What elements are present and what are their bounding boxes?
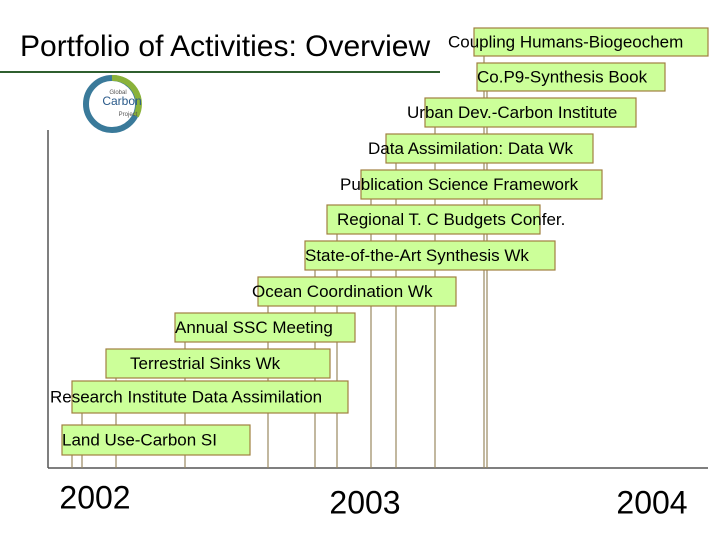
activity-label: Annual SSC Meeting (175, 318, 333, 337)
activity-box (105, 348, 331, 379)
activity-label: Regional T. C Budgets Confer. (337, 210, 565, 229)
year-label: 2004 (616, 484, 687, 520)
logo-arc (111, 74, 142, 118)
activity-label: Research Institute Data Assimilation (50, 387, 322, 406)
activity-label: Terrestrial Sinks Wk (130, 354, 281, 373)
activity-box (257, 276, 457, 307)
activities: Coupling Humans-Biogeochem Co.P9-Synthesi… (50, 27, 709, 468)
activity-box (473, 27, 709, 57)
activity-box (71, 380, 349, 414)
logo-text: Carbon (102, 94, 141, 108)
year-label: 2002 (59, 479, 130, 515)
activity-label: State-of-the-Art Synthesis Wk (305, 246, 529, 265)
slide-title: Portfolio of Activities: Overview (20, 30, 430, 63)
activity-label: Data Assimilation: Data Wk (368, 139, 574, 158)
activity-box (326, 204, 541, 235)
activity-label: Urban Dev.-Carbon Institute (407, 103, 617, 122)
activity-box (476, 62, 666, 92)
activity-label: Co.P9-Synthesis Book (477, 67, 648, 86)
activity-box (385, 133, 594, 164)
activity-box (61, 424, 251, 456)
logo: Global Carbon Project (83, 74, 142, 133)
activity-label: Publication Science Framework (340, 175, 579, 194)
activity-box (360, 169, 603, 200)
activity-box (304, 240, 556, 271)
logo-text: Global (109, 90, 126, 96)
logo-text: Project (119, 112, 138, 118)
activity-box (174, 312, 356, 343)
activity-box (424, 97, 637, 128)
activity-label: Land Use-Carbon SI (62, 430, 217, 449)
year-label: 2003 (329, 484, 400, 520)
activity-label: Coupling Humans-Biogeochem (448, 32, 683, 51)
activity-label: Ocean Coordination Wk (252, 282, 433, 301)
